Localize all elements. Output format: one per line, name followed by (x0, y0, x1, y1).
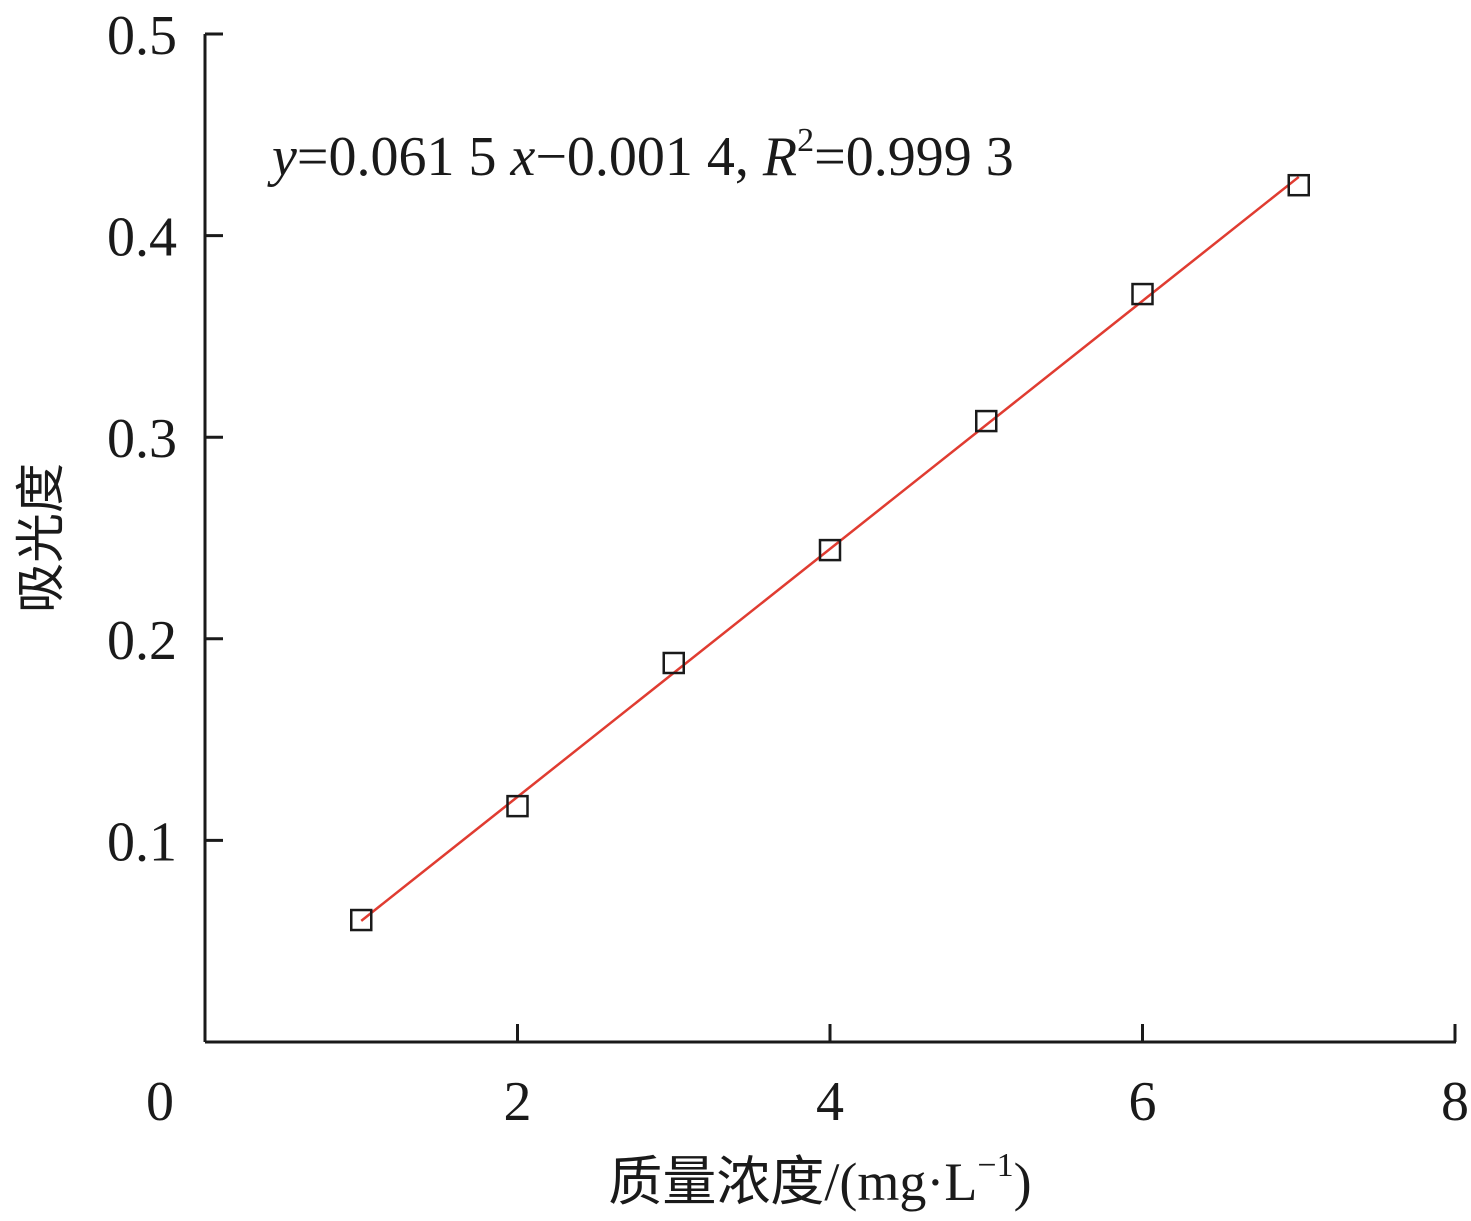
x-label-part: ) (1014, 1152, 1032, 1212)
y-tick-label: 0.3 (107, 408, 177, 470)
x-tick-label: 6 (1129, 1071, 1157, 1133)
marker (1131, 282, 1154, 306)
annotation-sup: 2 (797, 122, 814, 159)
marker (662, 651, 685, 675)
marker (1287, 173, 1310, 197)
x-tick-label: 8 (1441, 1071, 1469, 1133)
fit-line (360, 175, 1300, 922)
y-axis-label: 吸光度 (13, 463, 69, 613)
x-tick-label: 0 (146, 1071, 174, 1133)
x-label-sup: −1 (977, 1147, 1013, 1184)
annotation-part: −0.001 4, (535, 126, 763, 188)
annotation-part: =0.061 5 (297, 126, 511, 188)
x-axis-label: 质量浓度/(mg·L−1) (608, 1147, 1031, 1212)
marker (350, 908, 373, 932)
x-tick-label: 4 (816, 1071, 844, 1133)
y-tick-label: 0.4 (107, 207, 177, 269)
marker (975, 409, 998, 433)
annotation-part: R (762, 126, 797, 188)
annotation: y=0.061 5 x−0.001 4, R2=0.999 3 (267, 122, 1014, 188)
x-tick-label: 2 (504, 1071, 532, 1133)
marker (506, 794, 529, 818)
x-label-part: 质量浓度/(mg·L (608, 1152, 977, 1212)
annotation-part: y (267, 126, 297, 188)
annotation-part: x (509, 126, 535, 188)
y-tick-label: 0.5 (107, 5, 177, 67)
y-tick-label: 0.1 (107, 811, 177, 873)
marker (818, 538, 842, 562)
annotation-part: =0.999 3 (814, 126, 1014, 188)
y-tick-label: 0.2 (107, 610, 177, 672)
